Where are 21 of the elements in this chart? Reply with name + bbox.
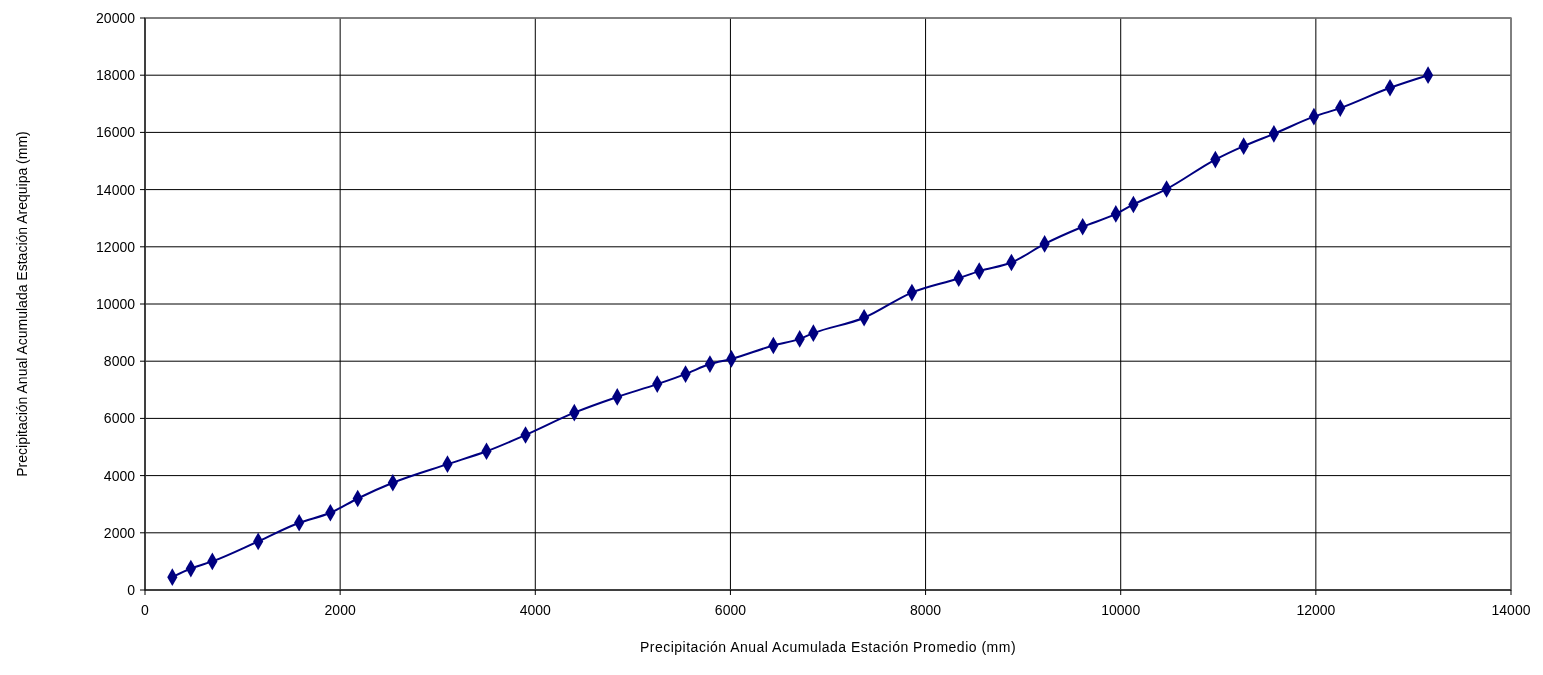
x-tick-label: 0	[141, 602, 150, 618]
y-tick-label: 16000	[96, 124, 136, 141]
y-tick-label: 14000	[96, 181, 136, 198]
y-tick-label: 12000	[96, 238, 136, 255]
y-tick-label: 8000	[103, 353, 136, 370]
x-tick-label: 4000	[519, 602, 552, 618]
x-tick-label: 12000	[1296, 602, 1336, 618]
y-tick-label: 2000	[103, 524, 136, 541]
x-tick-label: 6000	[714, 602, 747, 618]
x-tick-label: 14000	[1491, 602, 1531, 618]
y-tick-label: 4000	[103, 467, 136, 484]
x-tick-label: 8000	[909, 602, 942, 618]
y-axis-title: Precipitación Anual Acumulada Estación Arequipa (mm)	[14, 131, 30, 477]
y-tick-label: 18000	[96, 67, 136, 84]
x-tick-label: 10000	[1101, 602, 1141, 618]
x-axis-title: Precipitación Anual Acumulada Estación Promedio (mm)	[639, 639, 1017, 655]
y-tick-label: 10000	[96, 295, 136, 312]
y-tick-label: 20000	[96, 9, 136, 26]
x-tick-label: 2000	[324, 602, 356, 618]
y-tick-label: 6000	[103, 410, 136, 427]
y-tick-label: 0	[127, 581, 136, 598]
